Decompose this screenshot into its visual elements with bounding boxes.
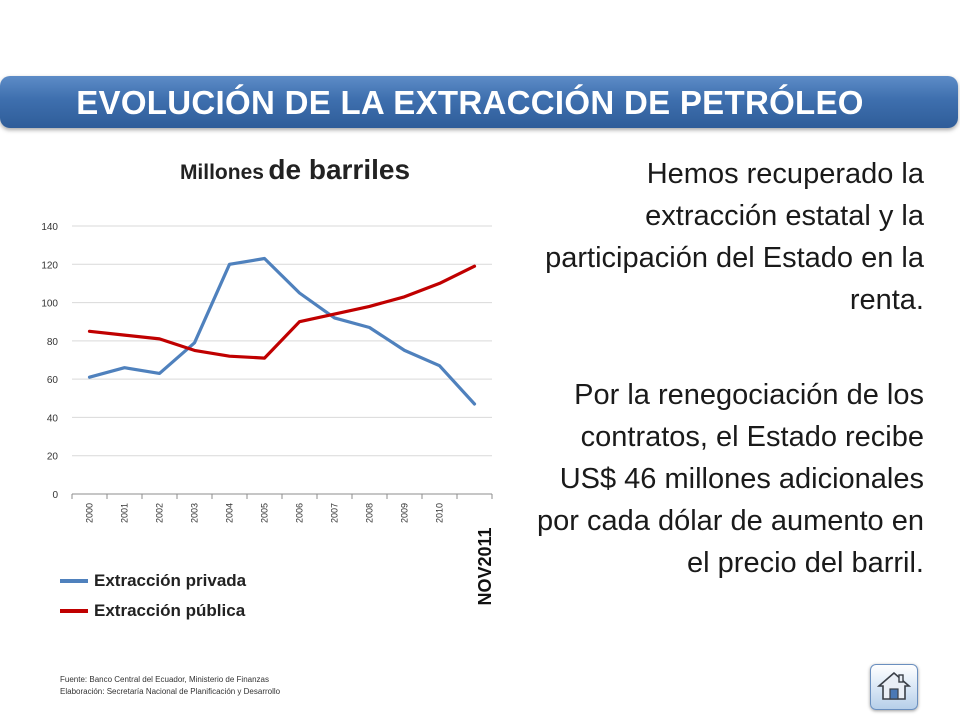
y-tick-label-80: 80	[47, 337, 59, 348]
legend-swatch-privada	[60, 579, 88, 583]
x-tick-label-2002: 2002	[155, 503, 165, 523]
slide-title: EVOLUCIÓN DE LA EXTRACCIÓN DE PETRÓLEO	[76, 84, 864, 121]
chart-title-part2: de barriles	[268, 154, 411, 185]
legend-swatch-publica	[60, 609, 88, 613]
x-tick-label-2003: 2003	[190, 503, 200, 523]
paragraph-recuperado: Hemos recuperado la extracción estatal y…	[545, 158, 924, 316]
series-line-publica	[87, 264, 477, 360]
x-tick-label-2001: 2001	[120, 503, 130, 523]
title-banner: EVOLUCIÓN DE LA EXTRACCIÓN DE PETRÓLEO	[0, 76, 958, 128]
x-tick-label-2007: 2007	[330, 503, 340, 523]
y-tick-label-60: 60	[47, 375, 59, 386]
home-icon	[877, 671, 911, 700]
y-tick-label-100: 100	[41, 299, 58, 310]
y-tick-label-140: 140	[41, 222, 58, 233]
x-tick-label-2005: 2005	[260, 503, 270, 523]
x-tick-label-2004: 2004	[225, 503, 235, 523]
chart-title: Millones de barriles	[110, 154, 480, 186]
chart-legend: Extracción privada Extracción pública	[60, 566, 246, 626]
chart-title-part1: Millones	[179, 161, 264, 184]
series-line-privada	[87, 256, 477, 406]
x-tick-label-2009: 2009	[400, 503, 410, 523]
y-tick-label-120: 120	[41, 260, 58, 271]
x-tick-label-last: NOV2011	[470, 520, 500, 615]
y-tick-label-0: 0	[52, 490, 58, 501]
y-tick-label-20: 20	[47, 452, 59, 463]
paragraph-renegociacion: Por la renegociación de los contratos, e…	[537, 379, 924, 579]
x-tick-label-2000: 2000	[85, 503, 95, 523]
line-chart: 0 20 40 60 80 100 120 140 2000 2001 2002 2003 2004 20…	[41, 222, 493, 523]
source-note: Fuente: Banco Central del Ecuador, Minis…	[60, 674, 280, 698]
x-tick-label-2010: 2010	[435, 503, 445, 523]
legend-label-publica: Extracción pública	[94, 601, 246, 620]
x-tick-label-2006: 2006	[295, 503, 305, 523]
x-tick-label-nov2011: NOV2011	[475, 527, 495, 606]
y-tick-label-40: 40	[47, 413, 59, 424]
home-button[interactable]	[870, 664, 918, 710]
source-line: Fuente: Banco Central del Ecuador, Minis…	[60, 675, 270, 684]
x-tick-label-2008: 2008	[365, 503, 375, 523]
legend-item-publica: Extracción pública	[60, 596, 246, 626]
legend-label-privada: Extracción privada	[94, 571, 247, 590]
legend-item-privada: Extracción privada	[60, 566, 246, 596]
elaboration-line: Elaboración: Secretaría Nacional de Plan…	[60, 687, 281, 696]
